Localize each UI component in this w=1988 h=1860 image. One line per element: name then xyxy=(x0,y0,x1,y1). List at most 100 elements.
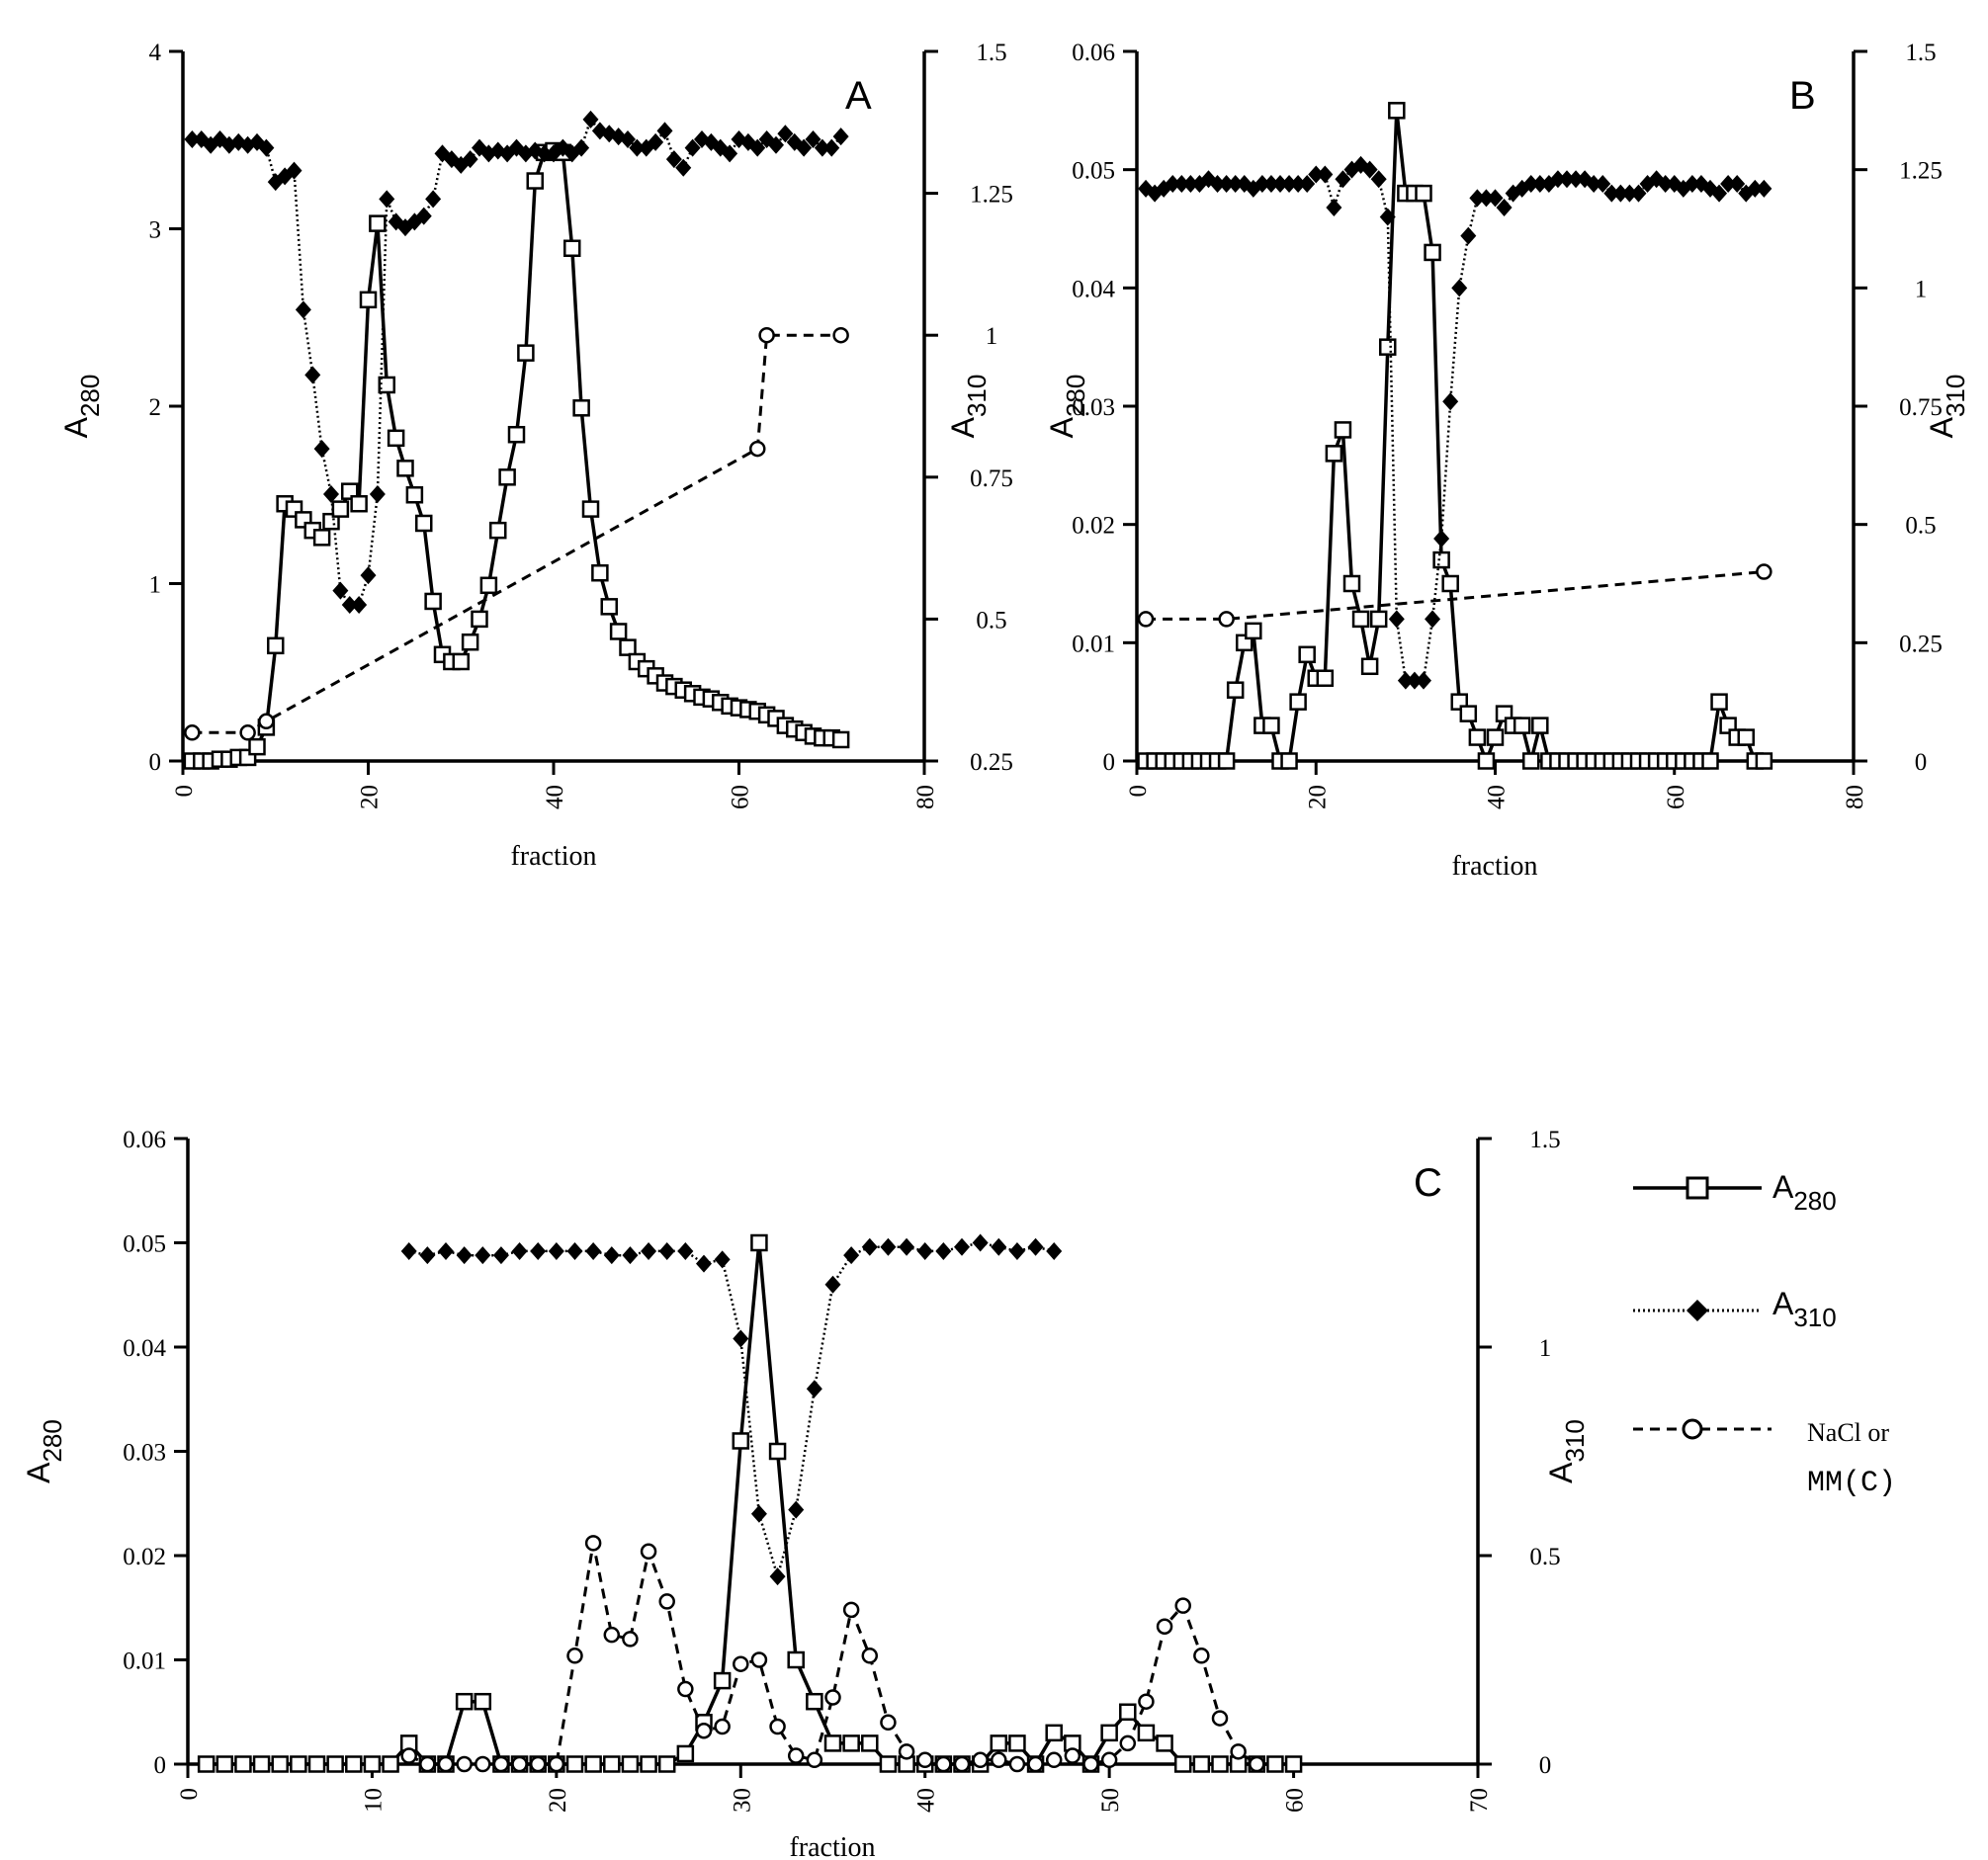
panel-c-y2axis-title-sub: 310 xyxy=(1560,1419,1590,1462)
panel-a-a310-point xyxy=(286,161,303,180)
panel-b-a310-point xyxy=(1612,184,1629,203)
panel-b-a280-point xyxy=(1342,574,1361,593)
panel-c-a310-point xyxy=(935,1241,952,1260)
panel-b-a280-point xyxy=(1369,610,1388,629)
panel-c-a280-point xyxy=(603,1755,621,1773)
panel-c-a280-point xyxy=(1008,1734,1026,1752)
panel-b-yaxis-title: A280 xyxy=(1044,375,1090,439)
panel-a-a280-point xyxy=(572,399,590,417)
panel-c-nacl-point xyxy=(1174,1597,1191,1614)
panel-c-a280-point xyxy=(1119,1703,1137,1721)
panel-a-a280-point xyxy=(563,239,581,257)
panel-a-a310-point xyxy=(360,566,377,585)
legend-a310-subscript: 310 xyxy=(1793,1303,1836,1332)
panel-a-xtick-label: 20 xyxy=(357,785,384,809)
panel-c-a310-point xyxy=(843,1246,860,1265)
panel-a-a310-point xyxy=(415,207,432,225)
panel-c-xtick-label: 0 xyxy=(176,1788,203,1801)
panel-c-a310-point xyxy=(769,1567,786,1586)
panel-c-a280-point xyxy=(1266,1755,1284,1773)
panel-b-xtick-label: 60 xyxy=(1663,785,1689,809)
panel-c-nacl-point xyxy=(1027,1755,1044,1773)
panel-b-a310-point xyxy=(1272,175,1288,194)
panel-c-ytick-label: 0 xyxy=(154,1752,167,1779)
panel-a-a280-point xyxy=(312,529,331,547)
panel-a-ytick-label: 3 xyxy=(149,217,162,244)
legend-nacl-label: NaCl or xyxy=(1807,1418,1889,1447)
panel-a-a310-point xyxy=(379,190,395,209)
panel-a-a310-point xyxy=(823,138,840,157)
panel-b-a280-point xyxy=(1755,752,1773,770)
panel-b-a280-point xyxy=(1262,717,1280,734)
panel-c-a310-point xyxy=(788,1500,805,1519)
panel-c-nacl-point xyxy=(584,1535,602,1552)
panel-c-nacl-point xyxy=(750,1651,768,1668)
panel-a-a280-point xyxy=(526,172,544,190)
panel-c-nacl-point xyxy=(566,1648,583,1664)
panel-a-a310-point xyxy=(648,132,664,151)
panel-a-a280-point xyxy=(507,425,526,444)
panel-a-a280-point xyxy=(341,482,359,500)
panel-b-a280-point xyxy=(1289,693,1307,711)
panel-b-a310-point xyxy=(1630,184,1647,203)
panel-b-a310-point xyxy=(1657,175,1674,194)
panel-c-a280-point xyxy=(879,1755,898,1773)
panel-b-a310-point xyxy=(1711,184,1728,203)
panel-c-y2axis-title: A310 xyxy=(1543,1419,1590,1483)
panel-a-y2axis-title: A310 xyxy=(945,375,992,439)
panel-c-a310-point xyxy=(603,1246,620,1265)
panel-a-nacl-line xyxy=(192,333,841,734)
panel-b-y2tick-label: 1.25 xyxy=(1899,158,1943,185)
panel-c-a280-point xyxy=(234,1755,252,1773)
panel-a-a280-point xyxy=(378,376,395,394)
panel-a-a280-point xyxy=(517,344,535,362)
panel-b-ytick-label: 0 xyxy=(1103,749,1116,776)
panel-b-a310-point xyxy=(1317,165,1334,184)
panel-b-a310-point xyxy=(1416,671,1431,690)
panel-a-a310-point xyxy=(351,596,368,615)
panel-b-a310-point xyxy=(1568,170,1585,189)
panel-a-ytick-label: 0 xyxy=(149,749,162,776)
panel-a-a310-point xyxy=(832,127,849,146)
panel-a-a310-point xyxy=(425,190,442,209)
panel-a-xtick-label: 0 xyxy=(171,785,198,798)
legend-a280-label: A280 xyxy=(1772,1169,1837,1216)
panel-c-a280-point xyxy=(1100,1724,1118,1742)
panel-b-y2axis-title-sub: 310 xyxy=(1941,375,1970,417)
panel-b-a310-point xyxy=(1361,160,1378,179)
panel-a-a280-point xyxy=(581,500,600,518)
panel-a-xtick-label: 60 xyxy=(728,785,754,809)
panel-c-a310-point xyxy=(714,1250,731,1269)
panel-c-nacl-point xyxy=(769,1718,786,1735)
panel-a-a310-point xyxy=(184,130,201,149)
panel-c-a280-point xyxy=(750,1233,768,1252)
legend-a310-label: A310 xyxy=(1772,1286,1837,1332)
panel-b-a280-point xyxy=(1351,610,1370,629)
panel-c-y2tick-label: 1 xyxy=(1539,1335,1552,1362)
panel-c-nacl-point xyxy=(806,1751,823,1769)
panel-b-a310-point xyxy=(1253,175,1270,194)
panel-a-series-a310 xyxy=(184,110,849,615)
panel-c-nacl-point xyxy=(861,1648,879,1664)
panel-b-a310-point xyxy=(1522,175,1539,194)
panel-c-nacl-point xyxy=(1082,1755,1099,1773)
panel-b-a280-point xyxy=(1360,657,1379,676)
panel-b-a310-point xyxy=(1469,189,1486,208)
panel-c-a280-point xyxy=(345,1755,363,1773)
panel-c-a280-point xyxy=(1284,1755,1303,1773)
panel-c-yaxis-title-letter: A xyxy=(21,1462,56,1483)
panel-a-nacl-point xyxy=(832,326,849,344)
panel-c-ytick-label: 0.06 xyxy=(123,1127,166,1153)
panel-b-ytick-label: 0.05 xyxy=(1072,158,1115,185)
panel-c-nacl-point xyxy=(1249,1755,1265,1773)
panel-c-chart: 0 0.01 0.02 0.03 0.04 0.05 0.06 0 0.5 1 1.5 0 10 20 30… xyxy=(21,1127,1590,1860)
legend-a310-letter: A xyxy=(1772,1286,1794,1321)
panel-a-a310-point xyxy=(665,150,682,169)
panel-a-a280-point xyxy=(322,512,340,531)
panel-c-a280-point xyxy=(382,1755,399,1773)
panel-b-a310-point xyxy=(1227,175,1244,194)
panel-c-nacl-point xyxy=(1100,1751,1118,1769)
panel-c-series-nacl xyxy=(400,1535,1265,1773)
panel-c-a280-point xyxy=(657,1755,676,1773)
panel-a-letter: A xyxy=(845,74,872,118)
